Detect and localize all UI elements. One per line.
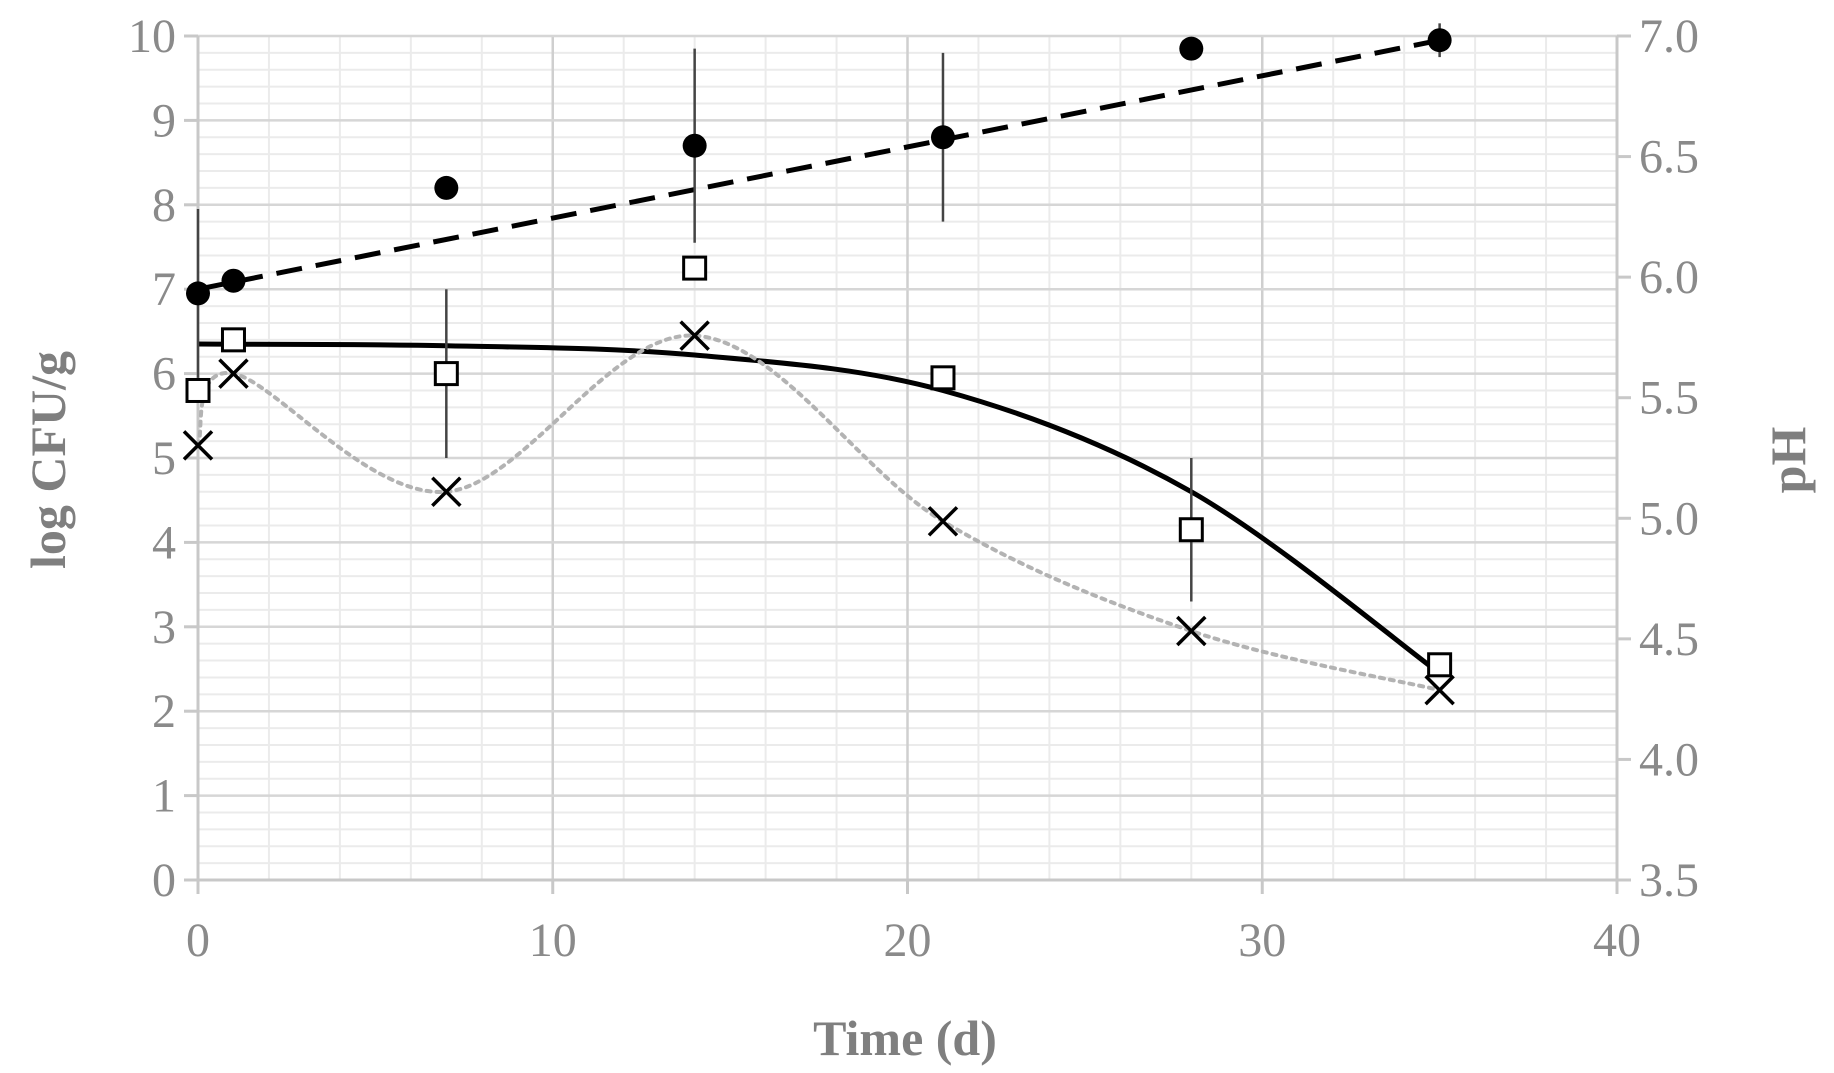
y-tick-label: 7: [152, 263, 176, 316]
y2-tick-label: 4.5: [1639, 613, 1699, 666]
y-tick-label: 8: [152, 179, 176, 232]
x-axis-title: Time (d): [813, 1010, 997, 1066]
data-point-cross: [679, 320, 710, 351]
x-tick-label: 10: [529, 914, 577, 967]
data-point-cross: [1424, 674, 1455, 706]
data-point-cross: [927, 506, 959, 537]
data-point-square: [1178, 517, 1204, 543]
data-point-square: [185, 377, 211, 403]
cross-trend: [196, 333, 1442, 693]
data-point-circle: [1179, 36, 1204, 61]
data-point-square: [682, 255, 708, 281]
y2-tick-label: 6.5: [1639, 131, 1699, 184]
data-point-cross: [431, 476, 462, 507]
y2-tick-label: 5.0: [1639, 492, 1699, 545]
filled-circle-trend: [197, 37, 1441, 292]
y2-tick-label: 6.0: [1639, 251, 1699, 304]
y2-axis-title: pH: [1760, 427, 1816, 494]
x-tick-label: 20: [884, 914, 932, 967]
y2-tick-label: 3.5: [1639, 854, 1699, 907]
data-point-square: [1427, 652, 1453, 678]
tick-labels: 0 1 2 3 4 5 6 7 8 9 10 3.5 4.0 4.5 5.0 5.5 6.0 6.5 7.0 0 10 2…: [128, 10, 1699, 967]
data-point-circle: [1427, 28, 1452, 53]
y-tick-label: 4: [152, 516, 176, 569]
y-tick-label: 1: [152, 770, 176, 823]
data-point-circle: [434, 175, 459, 200]
y-tick-label: 2: [152, 685, 176, 738]
y-tick-label: 5: [152, 432, 176, 485]
data-point-cross: [218, 358, 249, 389]
x-tick-label: 40: [1593, 914, 1641, 967]
y2-tick-label: 4.0: [1639, 733, 1699, 786]
y2-tick-label: 7.0: [1639, 10, 1699, 63]
y2-tick-label: 5.5: [1639, 372, 1699, 425]
y-tick-label: 9: [152, 94, 176, 147]
y-axis-title: log CFU/g: [20, 351, 76, 569]
open-square-trend: [197, 341, 1442, 676]
y-tick-label: 10: [128, 10, 176, 63]
x-tick-label: 0: [186, 914, 210, 967]
markers: [182, 28, 1455, 706]
data-point-circle: [186, 281, 210, 306]
data-point-circle: [682, 133, 707, 158]
data-point-square: [220, 327, 246, 353]
axes: [184, 34, 1631, 894]
data-point-cross: [182, 430, 214, 461]
y-tick-label: 3: [152, 601, 176, 654]
y-tick-label: 6: [152, 348, 176, 401]
data-point-cross: [1176, 615, 1207, 647]
data-point-circle: [930, 125, 955, 150]
data-point-circle: [221, 268, 246, 293]
data-point-square: [433, 361, 459, 387]
y-tick-label: 0: [152, 854, 176, 907]
x-tick-label: 30: [1238, 914, 1286, 967]
data-point-square: [930, 365, 956, 391]
error-bars: [196, 23, 1441, 602]
